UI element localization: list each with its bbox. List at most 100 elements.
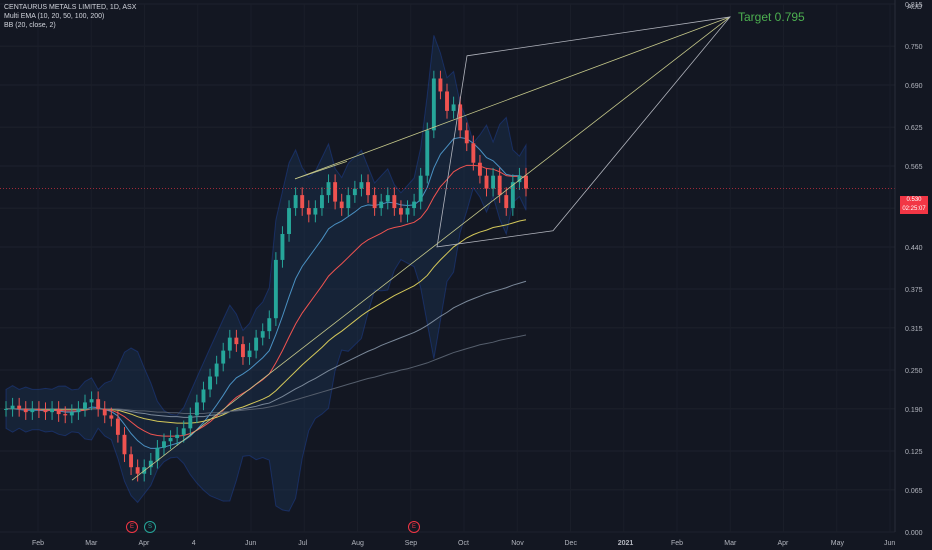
candle [36, 408, 41, 411]
triangle-pattern [436, 16, 731, 248]
candle [43, 410, 48, 413]
candle [425, 130, 430, 176]
candle [129, 454, 134, 468]
candle [194, 402, 199, 416]
y-tick-label: 0.565 [905, 164, 923, 171]
candle [293, 195, 298, 209]
candle [83, 402, 87, 409]
candle [155, 447, 160, 461]
candle [135, 467, 140, 474]
candle [201, 389, 206, 403]
x-tick-label: Jul [298, 540, 307, 547]
x-tick-label: Jun [884, 540, 895, 547]
x-tick-label: Feb [671, 540, 683, 547]
candle [76, 408, 81, 413]
candle [491, 175, 496, 189]
y-tick-label: 0.815 [905, 2, 923, 9]
candle [188, 415, 193, 429]
candle [56, 408, 61, 415]
bollinger-band [5, 35, 527, 512]
y-tick-label: 0.315 [905, 326, 923, 333]
candle [497, 175, 502, 196]
candle [115, 418, 120, 435]
x-tick-label: Dec [565, 540, 578, 547]
earnings-badge[interactable]: E [408, 521, 420, 533]
candle [69, 412, 74, 416]
candle [267, 318, 272, 332]
candle [517, 175, 522, 183]
bb-legend[interactable]: BB (20, close, 2) [4, 22, 56, 29]
x-tick-label: Aug [352, 540, 365, 547]
candle [208, 376, 213, 390]
candle [431, 78, 436, 131]
candle [50, 408, 55, 413]
trendline [131, 16, 731, 481]
candle [405, 208, 410, 215]
y-tick-label: 0.125 [905, 449, 923, 456]
candle [339, 201, 344, 209]
candle [96, 399, 101, 409]
candle [313, 208, 318, 215]
candle [214, 363, 219, 377]
split-badge[interactable]: S [144, 521, 156, 533]
x-tick-label: Mar [85, 540, 98, 547]
x-tick-label: Mar [724, 540, 737, 547]
y-tick-label: 0.690 [905, 83, 923, 90]
candle [385, 195, 390, 202]
candle [366, 182, 370, 196]
x-tick-label: Nov [511, 540, 524, 547]
x-tick-label: Apr [778, 540, 790, 547]
candle [273, 259, 278, 319]
candle [181, 428, 186, 435]
x-tick-label: Jun [245, 540, 256, 547]
candle [89, 399, 94, 403]
candle [471, 143, 476, 163]
candle [280, 233, 285, 260]
currency-label: AUD [907, 4, 922, 11]
y-tick-label: 0.440 [905, 245, 923, 252]
candle [63, 414, 68, 416]
candle [504, 195, 509, 209]
y-tick-label: 0.250 [905, 368, 923, 375]
candle [148, 460, 153, 468]
candle [412, 201, 417, 209]
candle [17, 405, 22, 409]
candle [326, 182, 331, 196]
candle [227, 337, 232, 351]
x-tick-label: Sep [405, 540, 418, 547]
candle [379, 201, 384, 209]
x-tick-label: May [831, 540, 845, 547]
candle [346, 195, 351, 209]
candle [484, 175, 489, 189]
y-tick-label: 0.065 [905, 488, 923, 495]
candle [162, 441, 166, 448]
candle [122, 434, 127, 455]
chart-title: CENTAURUS METALS LIMITED, 1D, ASX [4, 4, 137, 11]
candle [510, 182, 515, 209]
candle [10, 405, 15, 409]
candle [451, 104, 456, 111]
last-price-tag: 0.530 [900, 196, 928, 205]
candle [234, 337, 239, 345]
earnings-badge[interactable]: E [126, 521, 138, 533]
candle [102, 408, 107, 416]
x-tick-label: Oct [458, 540, 469, 547]
candle [352, 188, 357, 196]
candle [109, 415, 114, 419]
candle [464, 130, 469, 144]
candle [445, 91, 449, 111]
ema-line [6, 136, 527, 449]
candle [4, 408, 8, 410]
candle [359, 182, 364, 189]
candle [254, 337, 259, 351]
ema-legend[interactable]: Multi EMA (10, 20, 50, 100, 200) [4, 13, 105, 20]
y-tick-label: 0.750 [905, 44, 923, 51]
candle [300, 195, 305, 209]
candle [241, 344, 245, 358]
x-tick-label: Feb [32, 540, 44, 547]
candle [221, 350, 226, 364]
x-tick-label: 2021 [618, 540, 634, 547]
candle [247, 350, 252, 358]
candle [306, 208, 311, 215]
